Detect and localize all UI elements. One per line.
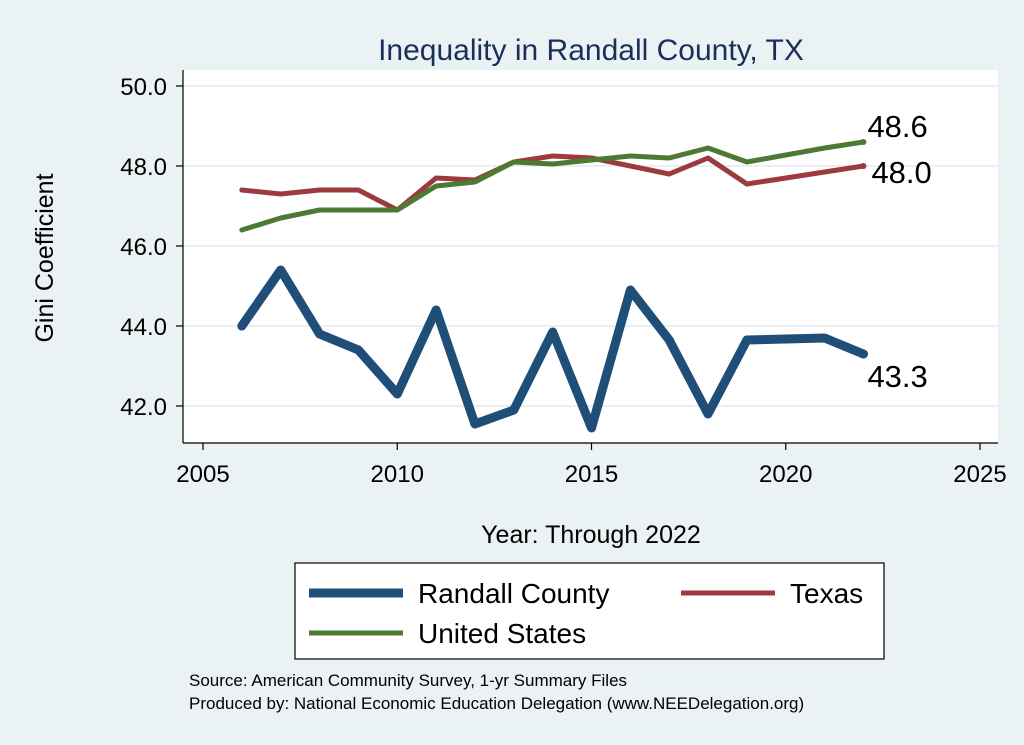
source-line-2: Produced by: National Economic Education… xyxy=(189,694,804,713)
series-end-point-united-states xyxy=(860,139,867,145)
series-line-texas xyxy=(239,153,866,213)
y-tick-label: 46.0 xyxy=(120,234,167,261)
ticks-layer: 42.0 44.0 46.0 48.0 50.0 2005 2010 2015 2020 2025 xyxy=(120,74,1006,488)
legend-label-randall-county: Randall County xyxy=(418,578,609,609)
legend: Randall County Texas United States xyxy=(294,562,885,660)
end-label-texas: 48.0 xyxy=(871,155,931,190)
y-tick-label: 42.0 xyxy=(120,394,167,421)
x-tick-label: 2025 xyxy=(953,461,1006,488)
end-label-united-states: 48.6 xyxy=(867,109,927,144)
end-labels: 43.3 48.0 48.6 xyxy=(867,109,931,394)
source-line-1: Source: American Community Survey, 1-yr … xyxy=(189,671,627,690)
x-tick-label: 2020 xyxy=(759,461,812,488)
x-axis-title: Year: Through 2022 xyxy=(481,521,701,549)
legend-box xyxy=(294,562,885,660)
x-tick-label: 2015 xyxy=(565,461,618,488)
y-tick-label: 44.0 xyxy=(120,314,167,341)
chart-title: Inequality in Randall County, TX xyxy=(378,34,804,67)
series-line-united-states xyxy=(239,139,866,233)
x-tick-label: 2005 xyxy=(176,461,229,488)
y-tick-label: 50.0 xyxy=(120,74,167,101)
series-line-randall-county xyxy=(237,265,868,433)
legend-label-texas: Texas xyxy=(790,578,863,609)
series-end-point-randall-county xyxy=(858,349,868,359)
legend-label-united-states: United States xyxy=(418,618,586,649)
y-axis-title: Gini Coefficient xyxy=(31,173,59,342)
series-layer xyxy=(237,139,868,433)
series-end-point-texas xyxy=(860,163,867,169)
y-tick-label: 48.0 xyxy=(120,154,167,181)
plot-area xyxy=(183,70,998,443)
x-tick-label: 2010 xyxy=(371,461,424,488)
end-label-randall-county: 43.3 xyxy=(867,359,927,394)
